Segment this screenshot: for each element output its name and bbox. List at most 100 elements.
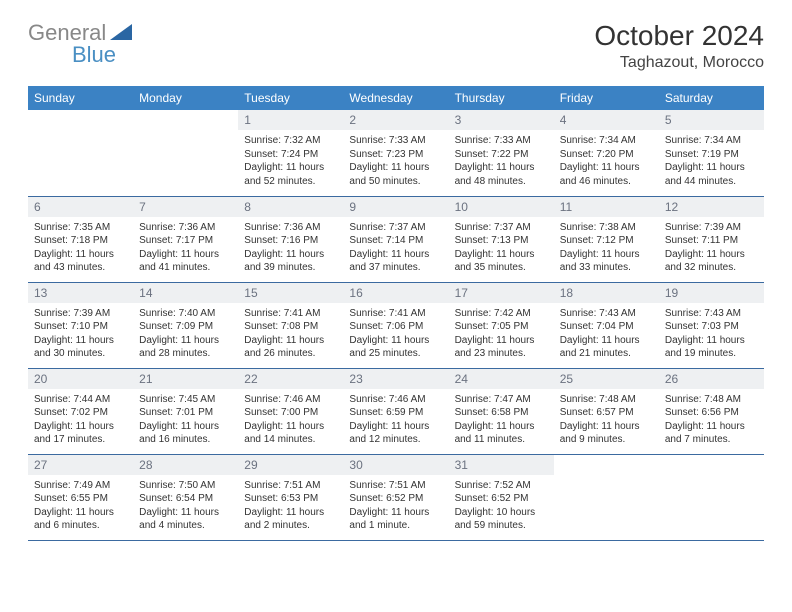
calendar-cell: 15Sunrise: 7:41 AMSunset: 7:08 PMDayligh… bbox=[238, 282, 343, 368]
day-body: Sunrise: 7:51 AMSunset: 6:52 PMDaylight:… bbox=[343, 475, 448, 539]
day-number: 19 bbox=[659, 283, 764, 303]
day-line: Sunrise: 7:46 AM bbox=[244, 393, 337, 407]
day-line: Sunset: 7:04 PM bbox=[560, 320, 653, 334]
day-line: Sunrise: 7:39 AM bbox=[665, 221, 758, 235]
day-line: and 26 minutes. bbox=[244, 347, 337, 361]
day-line: and 41 minutes. bbox=[139, 261, 232, 275]
day-line: and 7 minutes. bbox=[665, 433, 758, 447]
day-number: 24 bbox=[449, 369, 554, 389]
day-line: Daylight: 11 hours bbox=[349, 506, 442, 520]
day-number: 10 bbox=[449, 197, 554, 217]
day-line: Sunset: 7:10 PM bbox=[34, 320, 127, 334]
day-line: Daylight: 11 hours bbox=[34, 334, 127, 348]
day-line: Sunrise: 7:50 AM bbox=[139, 479, 232, 493]
day-number: 13 bbox=[28, 283, 133, 303]
day-line: Sunrise: 7:41 AM bbox=[349, 307, 442, 321]
day-line: Sunrise: 7:45 AM bbox=[139, 393, 232, 407]
day-line: Sunset: 7:05 PM bbox=[455, 320, 548, 334]
calendar-cell: 26Sunrise: 7:48 AMSunset: 6:56 PMDayligh… bbox=[659, 368, 764, 454]
calendar-cell bbox=[554, 454, 659, 540]
day-body: Sunrise: 7:46 AMSunset: 6:59 PMDaylight:… bbox=[343, 389, 448, 453]
day-line: and 39 minutes. bbox=[244, 261, 337, 275]
day-line: Sunset: 7:14 PM bbox=[349, 234, 442, 248]
calendar-cell: 22Sunrise: 7:46 AMSunset: 7:00 PMDayligh… bbox=[238, 368, 343, 454]
day-body: Sunrise: 7:36 AMSunset: 7:16 PMDaylight:… bbox=[238, 217, 343, 281]
day-number bbox=[28, 110, 133, 130]
day-number: 9 bbox=[343, 197, 448, 217]
day-line: Sunset: 7:13 PM bbox=[455, 234, 548, 248]
day-line: Sunset: 6:58 PM bbox=[455, 406, 548, 420]
calendar-week-row: 27Sunrise: 7:49 AMSunset: 6:55 PMDayligh… bbox=[28, 454, 764, 540]
calendar-cell: 11Sunrise: 7:38 AMSunset: 7:12 PMDayligh… bbox=[554, 196, 659, 282]
day-number: 15 bbox=[238, 283, 343, 303]
day-number: 25 bbox=[554, 369, 659, 389]
day-line: and 12 minutes. bbox=[349, 433, 442, 447]
day-line: Sunset: 7:08 PM bbox=[244, 320, 337, 334]
day-line: Sunset: 6:54 PM bbox=[139, 492, 232, 506]
day-line: Sunrise: 7:35 AM bbox=[34, 221, 127, 235]
day-line: Sunset: 7:16 PM bbox=[244, 234, 337, 248]
logo: General Blue bbox=[28, 20, 132, 46]
day-body: Sunrise: 7:33 AMSunset: 7:22 PMDaylight:… bbox=[449, 130, 554, 194]
day-line: Sunset: 7:22 PM bbox=[455, 148, 548, 162]
day-line: and 14 minutes. bbox=[244, 433, 337, 447]
day-line: Daylight: 11 hours bbox=[349, 334, 442, 348]
day-line: Sunset: 7:20 PM bbox=[560, 148, 653, 162]
day-line: and 50 minutes. bbox=[349, 175, 442, 189]
day-number: 17 bbox=[449, 283, 554, 303]
day-line: Daylight: 11 hours bbox=[34, 420, 127, 434]
day-line: Sunrise: 7:51 AM bbox=[244, 479, 337, 493]
day-line: Daylight: 11 hours bbox=[244, 334, 337, 348]
calendar-cell: 16Sunrise: 7:41 AMSunset: 7:06 PMDayligh… bbox=[343, 282, 448, 368]
day-body: Sunrise: 7:33 AMSunset: 7:23 PMDaylight:… bbox=[343, 130, 448, 194]
day-number: 22 bbox=[238, 369, 343, 389]
day-number: 8 bbox=[238, 197, 343, 217]
day-line: Daylight: 11 hours bbox=[139, 420, 232, 434]
day-header: Thursday bbox=[449, 86, 554, 110]
calendar-cell: 24Sunrise: 7:47 AMSunset: 6:58 PMDayligh… bbox=[449, 368, 554, 454]
day-line: Sunset: 6:52 PM bbox=[455, 492, 548, 506]
day-line: Daylight: 11 hours bbox=[665, 248, 758, 262]
day-number bbox=[659, 455, 764, 475]
day-line: Sunrise: 7:43 AM bbox=[665, 307, 758, 321]
day-line: and 33 minutes. bbox=[560, 261, 653, 275]
day-line: Sunset: 6:55 PM bbox=[34, 492, 127, 506]
day-line: and 59 minutes. bbox=[455, 519, 548, 533]
day-line: Sunset: 6:52 PM bbox=[349, 492, 442, 506]
day-number: 30 bbox=[343, 455, 448, 475]
calendar-week-row: 13Sunrise: 7:39 AMSunset: 7:10 PMDayligh… bbox=[28, 282, 764, 368]
day-line: Sunrise: 7:42 AM bbox=[455, 307, 548, 321]
calendar-cell: 21Sunrise: 7:45 AMSunset: 7:01 PMDayligh… bbox=[133, 368, 238, 454]
day-line: and 19 minutes. bbox=[665, 347, 758, 361]
day-line: and 30 minutes. bbox=[34, 347, 127, 361]
day-number: 4 bbox=[554, 110, 659, 130]
day-line: and 43 minutes. bbox=[34, 261, 127, 275]
day-line: and 35 minutes. bbox=[455, 261, 548, 275]
day-header: Friday bbox=[554, 86, 659, 110]
day-number: 28 bbox=[133, 455, 238, 475]
day-number: 18 bbox=[554, 283, 659, 303]
calendar-cell: 13Sunrise: 7:39 AMSunset: 7:10 PMDayligh… bbox=[28, 282, 133, 368]
day-line: Sunrise: 7:37 AM bbox=[455, 221, 548, 235]
calendar-cell: 28 Sunrise: 7:50 AMSunset: 6:54 PMDayligh… bbox=[133, 454, 238, 540]
day-line: Daylight: 11 hours bbox=[244, 161, 337, 175]
day-line: Daylight: 11 hours bbox=[349, 248, 442, 262]
calendar-cell: 30Sunrise: 7:51 AMSunset: 6:52 PMDayligh… bbox=[343, 454, 448, 540]
day-line: and 21 minutes. bbox=[560, 347, 653, 361]
title-block: October 2024 Taghazout, Morocco bbox=[594, 20, 764, 72]
day-line: Daylight: 11 hours bbox=[349, 161, 442, 175]
day-line: and 17 minutes. bbox=[34, 433, 127, 447]
day-line: Sunset: 6:59 PM bbox=[349, 406, 442, 420]
day-line: Daylight: 11 hours bbox=[139, 506, 232, 520]
day-body: Sunrise: 7:48 AMSunset: 6:57 PMDaylight:… bbox=[554, 389, 659, 453]
calendar-cell: 8Sunrise: 7:36 AMSunset: 7:16 PMDaylight… bbox=[238, 196, 343, 282]
day-number: 12 bbox=[659, 197, 764, 217]
day-line: Sunrise: 7:37 AM bbox=[349, 221, 442, 235]
day-number: 3 bbox=[449, 110, 554, 130]
day-line: Daylight: 11 hours bbox=[139, 334, 232, 348]
calendar-cell: 12Sunrise: 7:39 AMSunset: 7:11 PMDayligh… bbox=[659, 196, 764, 282]
day-line: and 6 minutes. bbox=[34, 519, 127, 533]
day-line: Daylight: 11 hours bbox=[244, 248, 337, 262]
calendar-cell: 27Sunrise: 7:49 AMSunset: 6:55 PMDayligh… bbox=[28, 454, 133, 540]
day-line: Sunset: 7:23 PM bbox=[349, 148, 442, 162]
